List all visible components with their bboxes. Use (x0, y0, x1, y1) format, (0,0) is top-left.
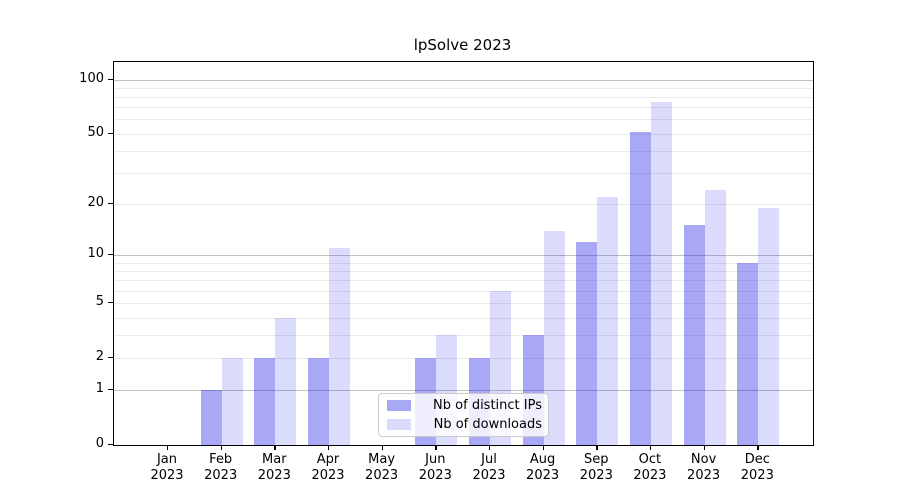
bar-downloads-nov (704, 190, 726, 445)
y-tick-label-5: 5 (95, 294, 104, 310)
x-tick-label-mar: Mar 2023 (257, 452, 291, 483)
x-tick-mark-oct (649, 445, 652, 450)
y-tick-mark-20 (108, 202, 113, 205)
bar-downloads-apr (329, 248, 350, 445)
bar-downloads-sep (597, 196, 619, 445)
y-tick-label-0: 0 (95, 436, 104, 451)
bar-ips-feb (200, 390, 222, 445)
legend-swatch-distinct-ips (387, 399, 411, 411)
gridline-minor-5 (114, 303, 813, 305)
bar-downloads-feb (221, 358, 243, 445)
x-tick-label-may: May 2023 (365, 452, 399, 483)
bar-downloads-aug (543, 230, 565, 445)
legend-label-downloads: Nb of downloads (433, 417, 542, 433)
x-tick-mark-apr (328, 445, 330, 450)
gridline-minor-90 (114, 87, 813, 89)
x-tick-label-sep: Sep 2023 (579, 452, 613, 483)
gridline-minor-70 (114, 107, 813, 109)
gridline-minor-6 (114, 290, 813, 292)
x-tick-mark-dec (757, 445, 759, 450)
x-tick-label-feb: Feb 2023 (204, 452, 238, 483)
x-tick-label-jun: Jun 2023 (418, 452, 452, 483)
legend-label-distinct-ips: Nb of distinct IPs (433, 397, 542, 413)
gridline-major-100 (114, 79, 813, 81)
x-tick-mark-feb (220, 445, 222, 450)
x-tick-mark-jun (435, 445, 437, 450)
x-tick-mark-mar (274, 445, 276, 450)
x-tick-label-dec: Dec 2023 (740, 452, 774, 483)
chart-title: lpSolve 2023 (413, 36, 512, 54)
legend-entry-distinct-ips: Nb of distinct IPs (385, 397, 542, 414)
bar-ips-dec (737, 262, 759, 445)
gridline-minor-9 (114, 262, 813, 264)
y-tick-mark-5 (108, 302, 113, 304)
legend-swatch-downloads (387, 419, 411, 431)
gridline-minor-50 (114, 133, 813, 135)
y-tick-mark-10 (108, 254, 113, 256)
x-tick-mark-jul (489, 445, 491, 450)
y-tick-mark-0 (108, 444, 113, 446)
legend-entry-downloads: Nb of downloads (385, 417, 542, 434)
y-tick-mark-100 (108, 78, 113, 80)
x-tick-mark-aug (542, 445, 544, 450)
gridline-minor-8 (114, 271, 813, 272)
gridline-minor-3 (114, 335, 813, 337)
gridline-minor-20 (114, 203, 813, 205)
gridline-major-10 (114, 255, 813, 257)
bar-ips-mar (254, 358, 276, 445)
gridline-minor-40 (114, 150, 813, 152)
y-tick-mark-1 (108, 389, 113, 391)
y-tick-label-100: 100 (79, 70, 104, 86)
gridline-minor-2 (114, 358, 813, 359)
gridline-minor-80 (114, 97, 813, 98)
plot-area: Nb of distinct IPs Nb of downloads (113, 61, 814, 446)
x-tick-label-oct: Oct 2023 (633, 452, 667, 483)
x-tick-label-aug: Aug 2023 (526, 452, 560, 483)
x-tick-mark-sep (596, 445, 598, 450)
gridline-minor-60 (114, 119, 813, 121)
y-tick-label-2: 2 (95, 349, 104, 364)
bar-ips-oct (629, 132, 651, 445)
x-tick-label-apr: Apr 2023 (311, 452, 345, 483)
bar-ips-nov (683, 225, 705, 445)
gridline-minor-4 (114, 317, 813, 319)
x-tick-label-nov: Nov 2023 (687, 452, 721, 483)
y-tick-mark-50 (108, 132, 113, 134)
gridline-minor-30 (114, 173, 813, 175)
x-tick-mark-nov (703, 445, 705, 450)
x-tick-mark-jan (167, 445, 169, 450)
bar-downloads-dec (758, 207, 780, 445)
y-tick-label-20: 20 (87, 194, 104, 210)
bar-downloads-mar (275, 317, 297, 445)
y-tick-label-1: 1 (95, 381, 104, 397)
bar-downloads-oct (650, 102, 672, 445)
legend: Nb of distinct IPs Nb of downloads (378, 393, 549, 437)
y-tick-label-50: 50 (87, 124, 104, 140)
y-tick-mark-2 (108, 357, 113, 359)
x-tick-label-jan: Jan 2023 (150, 452, 184, 483)
y-tick-label-10: 10 (87, 246, 104, 262)
x-tick-mark-may (381, 445, 383, 450)
x-tick-label-jul: Jul 2023 (472, 452, 506, 483)
gridline-minor-7 (114, 280, 813, 282)
gridline-major-1 (114, 390, 813, 392)
bar-ips-sep (576, 241, 598, 445)
bar-ips-apr (308, 358, 329, 445)
